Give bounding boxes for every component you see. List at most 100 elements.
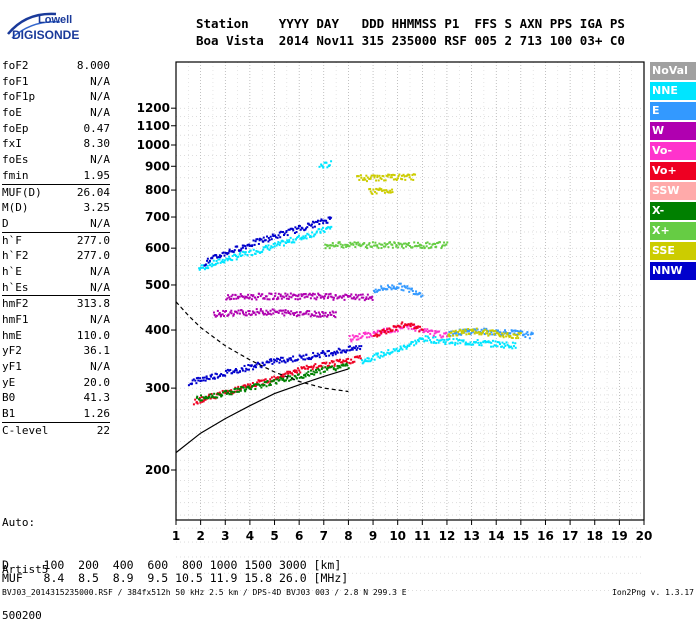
echo-point-nnw [199, 377, 202, 380]
echo-point-w [257, 292, 260, 295]
param-value: N/A [90, 280, 110, 294]
echo-point-x- [315, 369, 318, 372]
echo-point-w [293, 314, 296, 317]
echo-point-sse [480, 333, 483, 336]
echo-point-sse [519, 332, 522, 335]
echo-point-x- [328, 247, 331, 250]
echo-point-vo- [284, 372, 287, 375]
echo-point-nne [424, 339, 427, 342]
echo-point-x- [337, 241, 340, 244]
echo-point-x- [287, 374, 290, 377]
echo-point-sse [458, 329, 461, 332]
echo-point-w [295, 294, 298, 297]
echo-point-nne [300, 238, 303, 241]
echo-point-nnw [360, 345, 363, 348]
echo-point-w [366, 293, 369, 296]
echo-point-x- [352, 243, 355, 246]
echo-point-sse [369, 187, 372, 190]
echo-point-vo- [254, 385, 257, 388]
echo-point-nnw [305, 353, 308, 356]
echo-point-e [394, 287, 397, 290]
echo-point-x- [398, 243, 401, 246]
echo-point-vo- [438, 330, 441, 333]
echo-point-vo- [382, 327, 385, 330]
echo-point-nne [267, 244, 270, 247]
echo-point-x- [445, 243, 448, 246]
echo-point-nne [312, 235, 315, 238]
echo-point-vo- [376, 331, 379, 334]
echo-point-w [296, 295, 299, 298]
echo-point-w [256, 296, 259, 299]
echo-point-w [218, 312, 221, 315]
echo-point-nnw [277, 357, 280, 360]
echo-point-nne [272, 242, 275, 245]
echo-point-x- [310, 372, 313, 375]
echo-point-nne [507, 344, 510, 347]
echo-point-vo- [394, 325, 397, 328]
echo-point-sse [377, 188, 380, 191]
auto-artist: Artist5 [2, 562, 49, 576]
echo-point-w [237, 297, 240, 300]
echo-point-nnw [194, 379, 197, 382]
echo-point-w [350, 293, 353, 296]
echo-point-x- [284, 379, 287, 382]
echo-point-x- [325, 244, 328, 247]
echo-point-nnw [233, 249, 236, 252]
echo-point-x- [282, 377, 285, 380]
echo-point-w [362, 296, 365, 299]
echo-point-vo- [372, 334, 375, 337]
echo-point-e [529, 333, 532, 336]
echo-point-nnw [213, 377, 216, 380]
echo-point-nne [464, 341, 467, 344]
legend-item-nnw: NNW [650, 262, 696, 280]
echo-point-nnw [280, 356, 283, 359]
echo-point-x- [344, 364, 347, 367]
legend-item-nne: NNE [650, 82, 696, 100]
echo-point-sse [378, 174, 381, 177]
echo-point-sse [474, 330, 477, 333]
echo-point-nnw [279, 230, 282, 233]
echo-point-nnw [267, 237, 270, 240]
echo-point-sse [377, 179, 380, 182]
echo-point-nnw [308, 356, 311, 359]
echo-point-w [277, 297, 280, 300]
echo-point-sse [365, 174, 368, 177]
echo-point-w [223, 314, 226, 317]
echo-point-w [361, 293, 364, 296]
echo-point-vo- [300, 366, 303, 369]
echo-point-nne [205, 267, 208, 270]
echo-point-sse [375, 179, 378, 182]
echo-point-e [416, 293, 419, 296]
echo-point-vo- [339, 361, 342, 364]
param-value: 1.26 [83, 407, 111, 421]
echo-point-sse [414, 173, 417, 176]
echo-point-nnw [278, 361, 281, 364]
echo-point-nnw [219, 374, 222, 377]
echo-point-vo- [348, 335, 351, 338]
echo-point-x- [355, 241, 358, 244]
echo-point-w [232, 297, 235, 300]
echo-point-nne [408, 343, 411, 346]
echo-point-nnw [352, 346, 355, 349]
echo-point-sse [407, 173, 410, 176]
echo-point-sse [375, 192, 378, 195]
echo-point-x- [404, 242, 407, 245]
echo-point-x- [214, 396, 217, 399]
echo-point-x- [245, 388, 248, 391]
echo-point-vo- [350, 358, 353, 361]
echo-point-vo- [290, 372, 293, 375]
echo-point-x- [419, 246, 422, 249]
echo-point-x- [228, 393, 231, 396]
echo-point-nnw [247, 368, 250, 371]
echo-point-x- [298, 376, 301, 379]
echo-point-w [227, 313, 230, 316]
echo-point-w [268, 298, 271, 301]
param-row: hmF1 N/A [2, 312, 110, 328]
echo-point-vo- [368, 336, 371, 339]
echo-point-w [310, 293, 313, 296]
echo-point-sse [368, 177, 371, 180]
echo-point-e [408, 287, 411, 290]
echo-point-w [289, 313, 292, 316]
echo-point-vo- [379, 330, 382, 333]
echo-point-vo- [316, 366, 319, 369]
